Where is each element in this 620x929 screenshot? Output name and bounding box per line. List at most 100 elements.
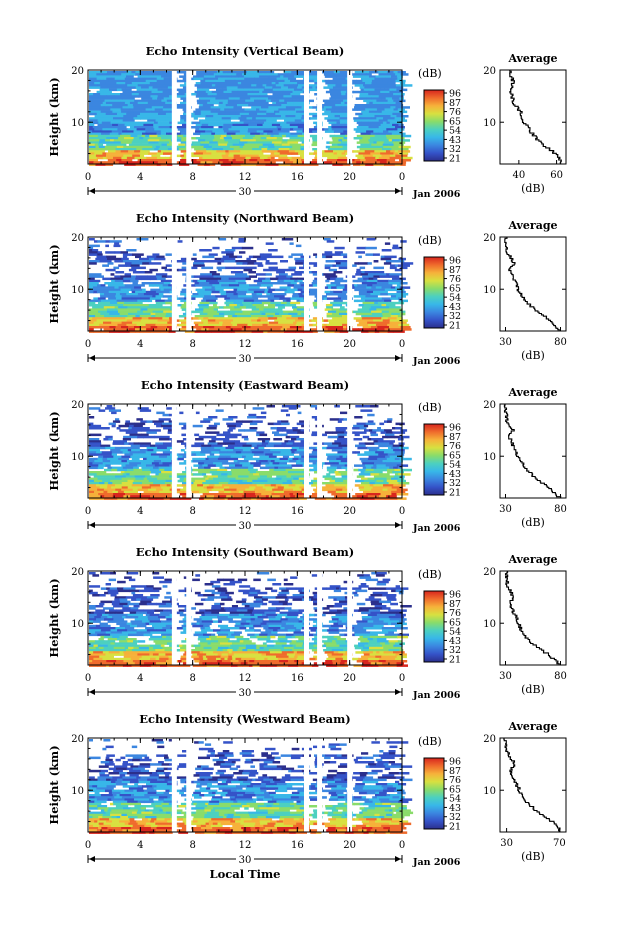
heatmap-cell bbox=[115, 484, 128, 487]
heatmap-cell bbox=[200, 264, 205, 267]
heatmap-cell bbox=[238, 117, 248, 120]
heatmap-cell bbox=[282, 139, 289, 142]
heatmap-cell bbox=[241, 317, 254, 320]
heatmap-cell bbox=[295, 635, 308, 639]
heatmap-cell bbox=[334, 482, 341, 485]
heatmap-cell bbox=[224, 108, 237, 111]
heatmap-cell bbox=[237, 82, 242, 85]
heatmap-cell bbox=[241, 126, 254, 129]
heatmap-cell bbox=[313, 304, 320, 307]
heatmap-cell bbox=[324, 286, 329, 289]
heatmap-cell bbox=[222, 323, 234, 327]
heatmap-cell bbox=[364, 442, 375, 445]
heatmap-cell bbox=[374, 134, 387, 138]
heatmap-cell bbox=[382, 315, 392, 318]
heatmap-cell bbox=[145, 475, 152, 478]
heatmap-cell bbox=[357, 622, 367, 626]
heatmap-cell bbox=[230, 71, 240, 74]
heatmap-cell bbox=[385, 433, 395, 437]
heatmap-cell bbox=[215, 97, 225, 100]
heatmap-cell bbox=[322, 99, 328, 103]
heatmap-cell bbox=[199, 464, 203, 467]
heatmap-cell bbox=[202, 493, 209, 496]
heatmap-cell bbox=[328, 268, 337, 272]
heatmap-cell bbox=[337, 73, 348, 76]
data-gap bbox=[347, 404, 353, 498]
heatmap-cell bbox=[377, 427, 381, 430]
heatmap-cell bbox=[285, 134, 299, 138]
heatmap-cell bbox=[140, 143, 149, 147]
heatmap-cell bbox=[228, 618, 233, 621]
heatmap-cell bbox=[163, 497, 171, 500]
heatmap-cell bbox=[199, 156, 203, 160]
heatmap-cell bbox=[200, 627, 206, 630]
heatmap-cell bbox=[219, 128, 224, 131]
heatmap-cell bbox=[165, 624, 173, 628]
heatmap-cell bbox=[124, 101, 131, 105]
heatmap-cell bbox=[370, 297, 383, 300]
heatmap-cell bbox=[392, 112, 404, 116]
heatmap-cell bbox=[270, 134, 275, 138]
heatmap-cell bbox=[227, 99, 235, 103]
heatmap-cell bbox=[330, 95, 342, 98]
heatmap-cell bbox=[150, 112, 159, 116]
heatmap-cell bbox=[140, 427, 150, 430]
heatmap-cell bbox=[110, 77, 116, 81]
heatmap-cell bbox=[133, 130, 146, 133]
heatmap-cell bbox=[270, 308, 283, 311]
heatmap-cell bbox=[331, 308, 341, 311]
heatmap-cell bbox=[224, 497, 229, 500]
heatmap-cell bbox=[342, 446, 350, 450]
heatmap-cell bbox=[229, 260, 236, 263]
heatmap-cell bbox=[225, 152, 230, 155]
heatmap-cell bbox=[356, 246, 367, 250]
heatmap-cell bbox=[89, 286, 94, 289]
heatmap-cell bbox=[246, 315, 252, 318]
heatmap-cell bbox=[145, 290, 157, 294]
heatmap-cell bbox=[393, 466, 399, 470]
heatmap-cell bbox=[332, 442, 342, 445]
heatmap-cell bbox=[100, 624, 111, 628]
heatmap-cell bbox=[376, 99, 389, 103]
heatmap-cell bbox=[267, 330, 280, 333]
heatmap-cell bbox=[365, 115, 376, 118]
heatmap-cell bbox=[245, 134, 256, 138]
heatmap-cell bbox=[105, 139, 111, 142]
heatmap-cell bbox=[248, 464, 254, 467]
heatmap-cell bbox=[139, 315, 152, 318]
y-tick-label: 20 bbox=[71, 66, 84, 77]
heatmap-cell bbox=[106, 308, 119, 311]
heatmap-cell bbox=[120, 471, 125, 474]
heatmap-cell bbox=[370, 493, 381, 496]
heatmap-cell bbox=[283, 84, 294, 87]
heatmap-cell bbox=[385, 97, 393, 100]
heatmap-cell bbox=[202, 464, 209, 467]
heatmap-cell bbox=[110, 273, 115, 276]
heatmap-cell bbox=[139, 444, 151, 448]
heatmap-cell bbox=[97, 488, 105, 492]
colorbar-tick-label: 21 bbox=[449, 488, 461, 499]
heatmap-cell bbox=[337, 620, 343, 623]
heatmap-cell bbox=[218, 77, 230, 81]
heatmap-cell bbox=[356, 422, 367, 426]
heatmap-cell bbox=[259, 84, 264, 87]
heatmap-cell bbox=[193, 486, 205, 489]
heatmap-cell bbox=[376, 104, 389, 107]
heatmap-cell bbox=[144, 271, 153, 274]
heatmap-cell bbox=[381, 607, 391, 610]
heatmap-cell bbox=[388, 130, 394, 133]
heatmap-cell bbox=[89, 145, 97, 149]
heatmap-cell bbox=[134, 156, 147, 160]
heatmap-cell bbox=[331, 618, 340, 621]
heatmap-cell bbox=[291, 446, 300, 450]
heatmap-cell bbox=[143, 99, 150, 103]
heatmap-cell bbox=[115, 304, 124, 307]
heatmap-cell bbox=[109, 101, 121, 105]
heatmap-cell bbox=[398, 145, 411, 149]
heatmap-cell bbox=[387, 418, 393, 421]
heatmap-cell bbox=[228, 159, 234, 162]
heatmap-cell bbox=[233, 99, 246, 103]
heatmap-cell bbox=[267, 578, 276, 582]
heatmap-cell bbox=[211, 145, 221, 149]
heatmap-cell bbox=[294, 119, 302, 122]
